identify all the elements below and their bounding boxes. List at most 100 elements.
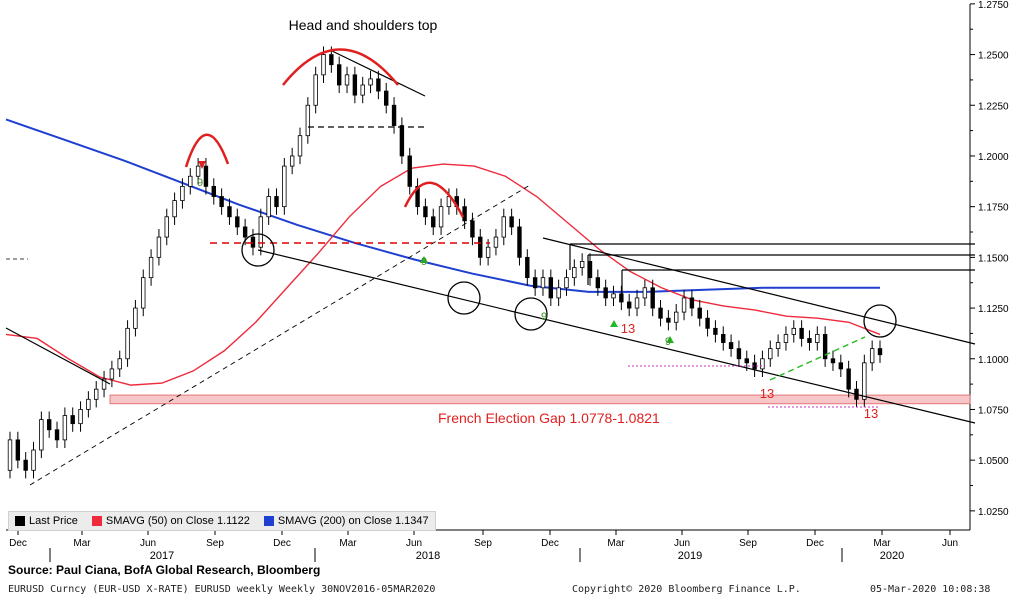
french-election-gap-band [109, 394, 971, 405]
year-label: 2018 [416, 550, 440, 562]
x-tick-label: Dec [541, 538, 559, 549]
candle-body [266, 196, 271, 218]
candle-body [321, 54, 326, 76]
chart-legend: Last Price SMAVG (50) on Close 1.1122 SM… [8, 511, 436, 531]
candle-body [681, 297, 687, 313]
candle-body [195, 165, 201, 177]
y-tick-label: 1.2000 [978, 152, 1009, 163]
candle-body [532, 277, 538, 289]
candle-body [282, 165, 287, 208]
candle-body [713, 327, 718, 335]
candle-body [211, 185, 216, 197]
candle-body [501, 216, 506, 238]
candle-body [203, 165, 209, 187]
candle-body [188, 175, 193, 187]
x-tick-label: Sep [206, 538, 224, 549]
candle-body [94, 388, 99, 400]
candle-body [815, 334, 820, 343]
candle-body [352, 74, 358, 96]
x-tick-label: Jun [406, 538, 422, 549]
candle-body [728, 342, 734, 350]
x-tick-label: Jun [140, 538, 156, 549]
candle-body [329, 54, 334, 66]
x-tick-label: Mar [339, 538, 357, 549]
candle-body [783, 334, 789, 343]
candle-body [509, 216, 514, 228]
candle-body [438, 206, 444, 228]
y-tick-label: 1.0250 [978, 507, 1009, 518]
footer-left: EURUSD Curncy (EUR-USD X-RATE) EURUSD we… [8, 584, 436, 595]
candle-body [219, 196, 224, 208]
candle-body [15, 439, 21, 461]
y-tick-label: 1.1750 [978, 203, 1009, 214]
candle-body [470, 220, 475, 238]
candle-body [133, 307, 138, 329]
candle-body [227, 206, 232, 218]
x-tick-label: Sep [739, 538, 757, 549]
candle-body [478, 236, 483, 258]
x-tick-label: Dec [806, 538, 824, 549]
legend-item-sma200: SMAVG (200) on Close 1.1347 [263, 515, 429, 527]
candle-body [242, 226, 248, 238]
y-tick-label: 1.1500 [978, 253, 1009, 264]
candle-body [164, 216, 169, 238]
y-tick-label: 1.1250 [978, 304, 1009, 315]
x-tick-label: Mar [873, 538, 891, 549]
candle-body [117, 358, 122, 370]
candle-body [235, 216, 240, 228]
sma200-swatch [263, 516, 274, 526]
candle-body [7, 439, 13, 471]
candle-body [626, 301, 632, 309]
candle-body [289, 155, 295, 167]
candle-body [360, 84, 365, 96]
candle-body [172, 200, 177, 218]
last-price-swatch [15, 516, 25, 526]
y-tick-label: 1.0750 [978, 405, 1009, 416]
footer-center: Copyright© 2020 Bloomberg Finance L.P. [572, 584, 801, 595]
candle-body [297, 135, 303, 157]
candle-body [62, 415, 68, 441]
sma50-line [5, 163, 881, 386]
candle-body [525, 256, 530, 279]
candle-body [407, 155, 412, 187]
candle-body [336, 64, 342, 86]
candle-body [564, 277, 569, 289]
candle-body [760, 358, 765, 370]
x-tick-label: Mar [607, 538, 625, 549]
candle-body [46, 419, 52, 431]
td-thirteen-label: 13 [760, 386, 774, 401]
td-nine-label: 9 [541, 311, 547, 323]
left-shoulder-arc [184, 133, 230, 168]
candle-body [462, 206, 467, 222]
candle-body [736, 348, 742, 360]
td-thirteen-label: 13 [621, 321, 635, 336]
candle-body [23, 459, 28, 471]
candle-body [423, 206, 428, 218]
candle-body [415, 185, 420, 208]
y-tick-label: 1.2500 [978, 51, 1009, 62]
sell-arrow-marker [198, 161, 206, 169]
candle-body [799, 327, 804, 339]
candle-body [721, 334, 726, 343]
early-downtrend-line [5, 327, 111, 385]
x-tick-label: Jun [942, 538, 958, 549]
candle-body [344, 74, 350, 86]
candle-body [86, 398, 91, 410]
buy-arrow-marker [666, 336, 674, 343]
candle-body [391, 104, 397, 126]
candle-body [493, 236, 499, 248]
candle-body [305, 104, 311, 137]
candle-body [399, 125, 405, 157]
candle-body [697, 307, 702, 319]
candle-body [556, 287, 561, 299]
sma200-line [5, 118, 880, 293]
x-tick-label: Dec [273, 538, 291, 549]
channel-upper-line [542, 237, 976, 345]
candle-body [705, 317, 710, 329]
annotation-head-and-shoulders: Head and shoulders top [289, 17, 438, 33]
candle-body [830, 358, 836, 364]
candle-body [846, 368, 851, 390]
buy-arrow-marker [610, 320, 618, 327]
candle-body [603, 287, 608, 299]
